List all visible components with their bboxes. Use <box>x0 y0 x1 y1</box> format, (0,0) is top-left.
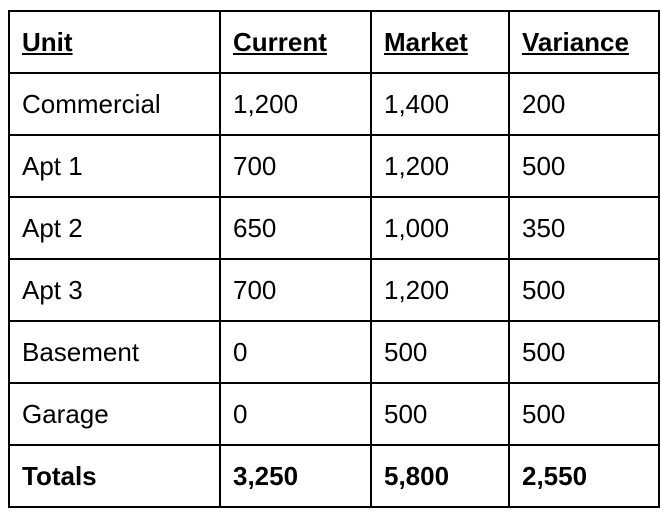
unit-cell: Basement <box>8 320 221 384</box>
market-cell: 1,400 <box>370 72 510 136</box>
current-cell: 0 <box>219 320 372 384</box>
table-row: Basement 0 500 500 <box>8 320 660 384</box>
variance-cell: 500 <box>508 382 660 446</box>
unit-cell: Commercial <box>8 72 221 136</box>
variance-cell: 200 <box>508 72 660 136</box>
market-cell: 5,800 <box>370 444 510 508</box>
table-row: Apt 1 700 1,200 500 <box>8 134 660 198</box>
market-cell: 500 <box>370 320 510 384</box>
variance-cell: Variance <box>508 10 660 74</box>
variance-cell: 500 <box>508 134 660 198</box>
current-cell: 3,250 <box>219 444 372 508</box>
current-cell: 0 <box>219 382 372 446</box>
market-cell: 500 <box>370 382 510 446</box>
unit-cell: Apt 2 <box>8 196 221 260</box>
unit-cell: Garage <box>8 382 221 446</box>
unit-cell: Apt 3 <box>8 258 221 322</box>
current-cell: 1,200 <box>219 72 372 136</box>
variance-cell: 500 <box>508 258 660 322</box>
unit-cell: Totals <box>8 444 221 508</box>
current-cell: Current <box>219 10 372 74</box>
table-row: Garage 0 500 500 <box>8 382 660 446</box>
unit-cell: Apt 1 <box>8 134 221 198</box>
current-cell: 650 <box>219 196 372 260</box>
variance-cell: 500 <box>508 320 660 384</box>
variance-cell: 350 <box>508 196 660 260</box>
market-cell: 1,200 <box>370 258 510 322</box>
variance-cell: 2,550 <box>508 444 660 508</box>
rent-table: Unit Current Market Variance Commercial 1,200… <box>8 10 660 508</box>
market-cell: 1,000 <box>370 196 510 260</box>
table-row: Commercial 1,200 1,400 200 <box>8 72 660 136</box>
table-row: Apt 3 700 1,200 500 <box>8 258 660 322</box>
totals-row: Totals 3,250 5,800 2,550 <box>8 444 660 508</box>
unit-cell: Unit <box>8 10 221 74</box>
market-cell: Market <box>370 10 510 74</box>
header-row: Unit Current Market Variance <box>8 10 660 74</box>
current-cell: 700 <box>219 134 372 198</box>
current-cell: 700 <box>219 258 372 322</box>
table-row: Apt 2 650 1,000 350 <box>8 196 660 260</box>
market-cell: 1,200 <box>370 134 510 198</box>
